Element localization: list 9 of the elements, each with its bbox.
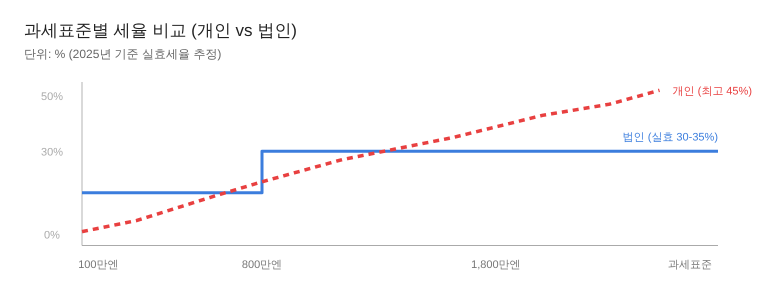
xtick: 100만엔 <box>78 259 119 271</box>
subtitle: 단위: % (2025년 기준 실효세율 추정) <box>24 47 222 61</box>
ytick: 50% <box>40 90 64 103</box>
title: 과세표준별 세율 비교 (개인 vs 법인) <box>24 21 297 40</box>
ytick: 30% <box>40 146 64 158</box>
xlabel: 과세표준 <box>668 259 712 271</box>
ytick: 0% <box>44 229 60 242</box>
xtick: 800만엔 <box>242 259 282 271</box>
xtick: 1,800만엔 <box>471 259 521 271</box>
